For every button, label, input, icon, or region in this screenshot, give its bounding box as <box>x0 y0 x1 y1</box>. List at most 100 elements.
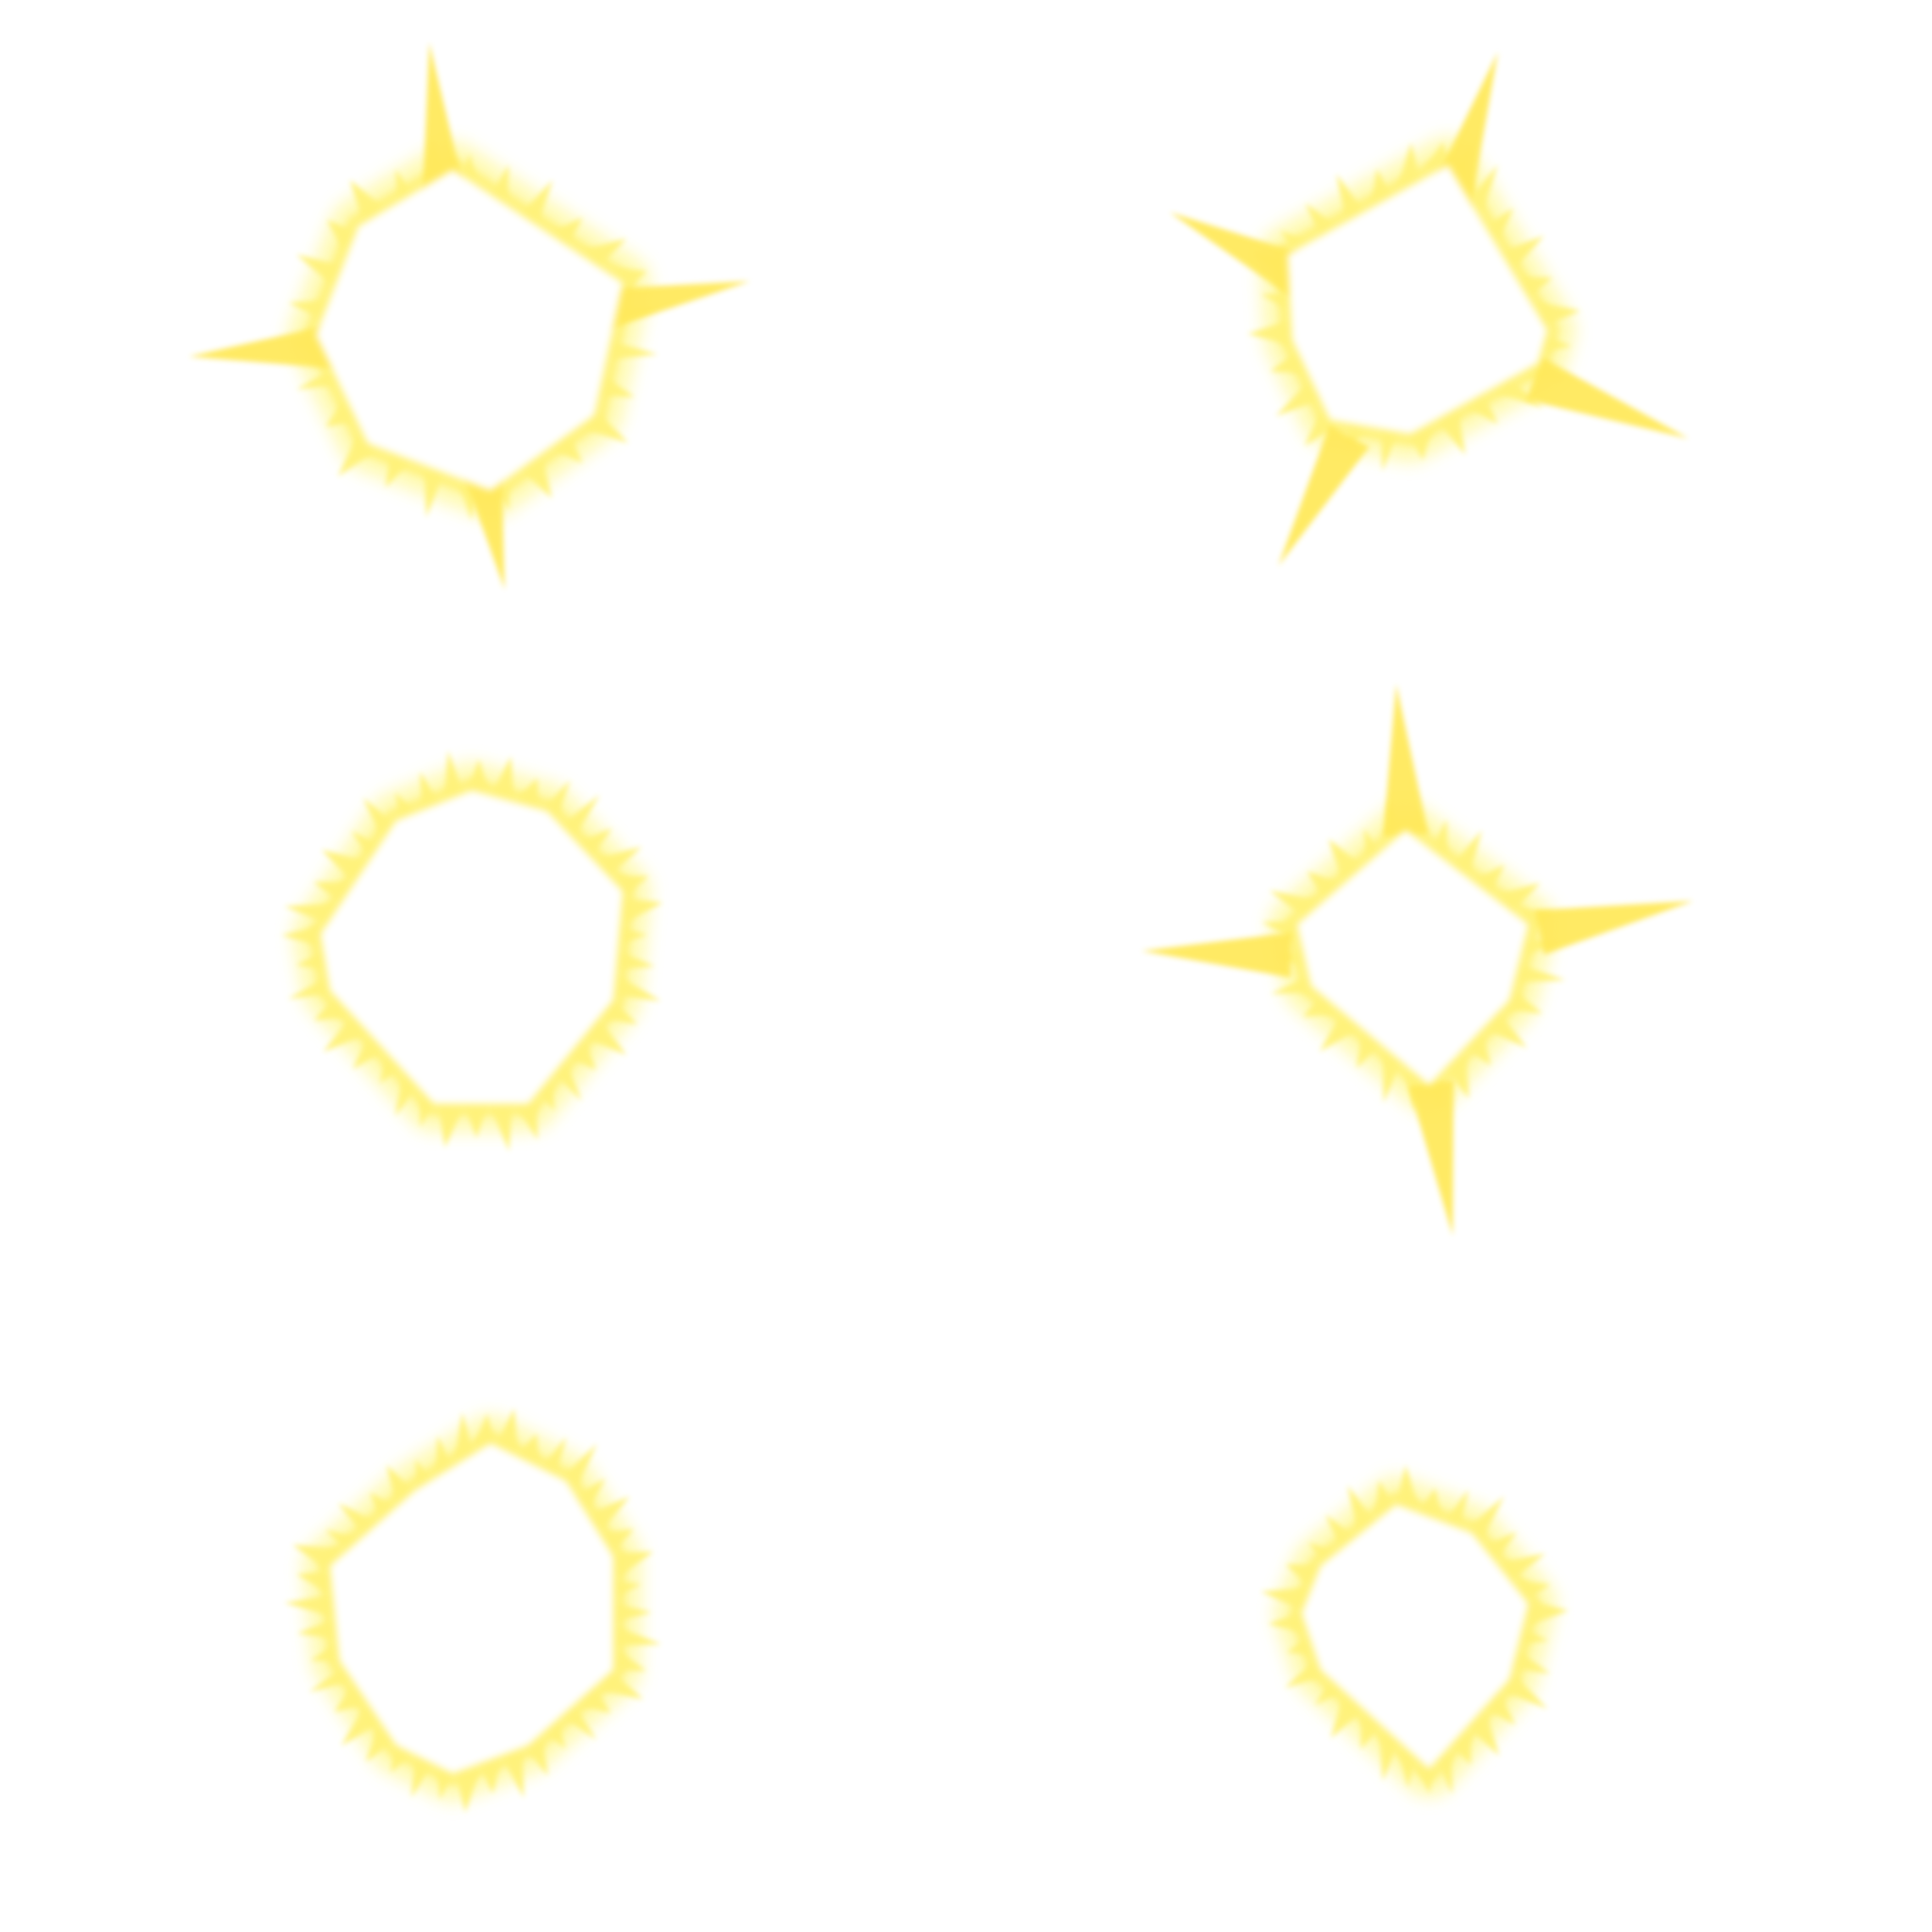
glow-spike <box>321 849 369 885</box>
sparkle-ray <box>189 323 339 369</box>
glow-spike <box>489 164 509 203</box>
sparkle-frame-1 <box>189 42 750 590</box>
sparkle-frame-5 <box>284 1407 662 1813</box>
glow-spike <box>564 1038 596 1071</box>
glow-spike <box>463 1103 489 1138</box>
glow-spike <box>1307 871 1341 903</box>
sparkle-ray <box>1170 212 1311 297</box>
sparkle-ray <box>1383 684 1429 837</box>
glow-spike <box>618 926 647 944</box>
glow-spike <box>1465 164 1498 213</box>
glow-spike <box>1356 1032 1383 1069</box>
glow-spike <box>474 1413 497 1448</box>
ring-center <box>1297 830 1528 1085</box>
glow-spike <box>292 1544 341 1574</box>
glow-spike <box>1260 1587 1309 1612</box>
glow-spike <box>1450 830 1482 877</box>
glow-spike <box>454 1767 481 1813</box>
glow-spike <box>1383 1052 1404 1104</box>
glow-spike <box>325 1529 358 1553</box>
glow-spike <box>1397 142 1423 187</box>
glow-spike <box>1416 1488 1442 1520</box>
glow-spike <box>611 1580 641 1598</box>
glow-spike <box>1287 1635 1316 1656</box>
glow-spike <box>296 368 339 390</box>
glow-spike <box>380 1055 404 1083</box>
glow-spike <box>438 1102 464 1148</box>
glow-spike <box>323 1013 369 1053</box>
glow-spike <box>313 881 352 906</box>
glow-spike <box>1319 1010 1360 1052</box>
glow-spike <box>437 1768 455 1800</box>
glow-spike <box>1465 391 1498 425</box>
glow-spike <box>1406 427 1433 460</box>
glow-spike <box>1270 975 1313 994</box>
glow-spike <box>599 1528 634 1556</box>
glow-spike <box>411 1756 434 1798</box>
glow-spike <box>1537 302 1581 329</box>
glow-spike <box>618 897 663 924</box>
glow-spike <box>1483 1010 1527 1049</box>
glow-spike <box>1525 1599 1569 1626</box>
glow-spike <box>612 1603 652 1623</box>
glow-spike <box>1304 410 1338 447</box>
glow-spike <box>1379 1731 1402 1781</box>
glow-spike <box>1330 1693 1367 1739</box>
glow-spike <box>476 1758 502 1794</box>
glow-spike <box>296 1618 338 1640</box>
glow-spike <box>611 1625 662 1647</box>
sparkle-ray <box>1408 1079 1454 1236</box>
glow-spike <box>1482 208 1514 242</box>
glow-spike <box>362 797 397 838</box>
glow-spike <box>1443 1490 1469 1529</box>
glow-spike <box>559 1443 598 1491</box>
glow-spike <box>541 1437 567 1476</box>
glow-spike <box>1428 819 1448 858</box>
glow-spike <box>325 398 359 427</box>
glow-spike <box>351 830 381 858</box>
glow-spike <box>338 434 377 477</box>
glow-spike <box>551 1061 582 1102</box>
glow-spike <box>514 778 540 811</box>
glow-spike <box>1499 235 1544 272</box>
glow-spike <box>288 977 332 999</box>
glow-spike <box>459 153 477 181</box>
glow-spike <box>500 1748 525 1798</box>
glow-spike <box>1336 174 1366 222</box>
glow-spike <box>519 455 552 499</box>
glow-spike <box>550 217 583 249</box>
glow-spike <box>386 1465 416 1505</box>
sparkle-frame-3 <box>281 750 663 1152</box>
ring-center <box>1302 1505 1528 1769</box>
glow-spike <box>614 268 647 293</box>
glow-spike <box>1308 1542 1336 1566</box>
glow-spike <box>420 772 441 810</box>
sparkle-ray <box>1141 932 1292 978</box>
glow-spike <box>516 1100 538 1141</box>
sparkle-frame-6 <box>1260 1465 1569 1797</box>
glow-spike <box>349 179 386 225</box>
glow-spike <box>1325 1514 1357 1550</box>
glow-spike <box>1510 1650 1551 1674</box>
glow-spike <box>296 1570 335 1594</box>
glow-spike <box>1314 1678 1343 1706</box>
glow-spike <box>395 792 416 821</box>
sparkle-ray <box>1278 425 1370 566</box>
glow-spike <box>1496 882 1541 916</box>
glow-spike <box>1397 1749 1419 1788</box>
glow-spike <box>1505 990 1543 1014</box>
sparkle-ray <box>422 42 468 208</box>
glow-spike <box>1416 1765 1436 1793</box>
glow-spike <box>295 254 344 287</box>
glow-spike <box>443 750 465 799</box>
glow-spike <box>597 375 635 398</box>
sparkle-ray <box>1525 357 1689 439</box>
glow-spike <box>1303 990 1338 1017</box>
glow-spike <box>561 1704 597 1740</box>
glow-spike <box>490 756 515 802</box>
glow-spike <box>523 1737 548 1776</box>
glow-spike <box>341 1704 384 1746</box>
glow-spike <box>289 300 328 321</box>
glow-spike <box>586 1496 630 1534</box>
